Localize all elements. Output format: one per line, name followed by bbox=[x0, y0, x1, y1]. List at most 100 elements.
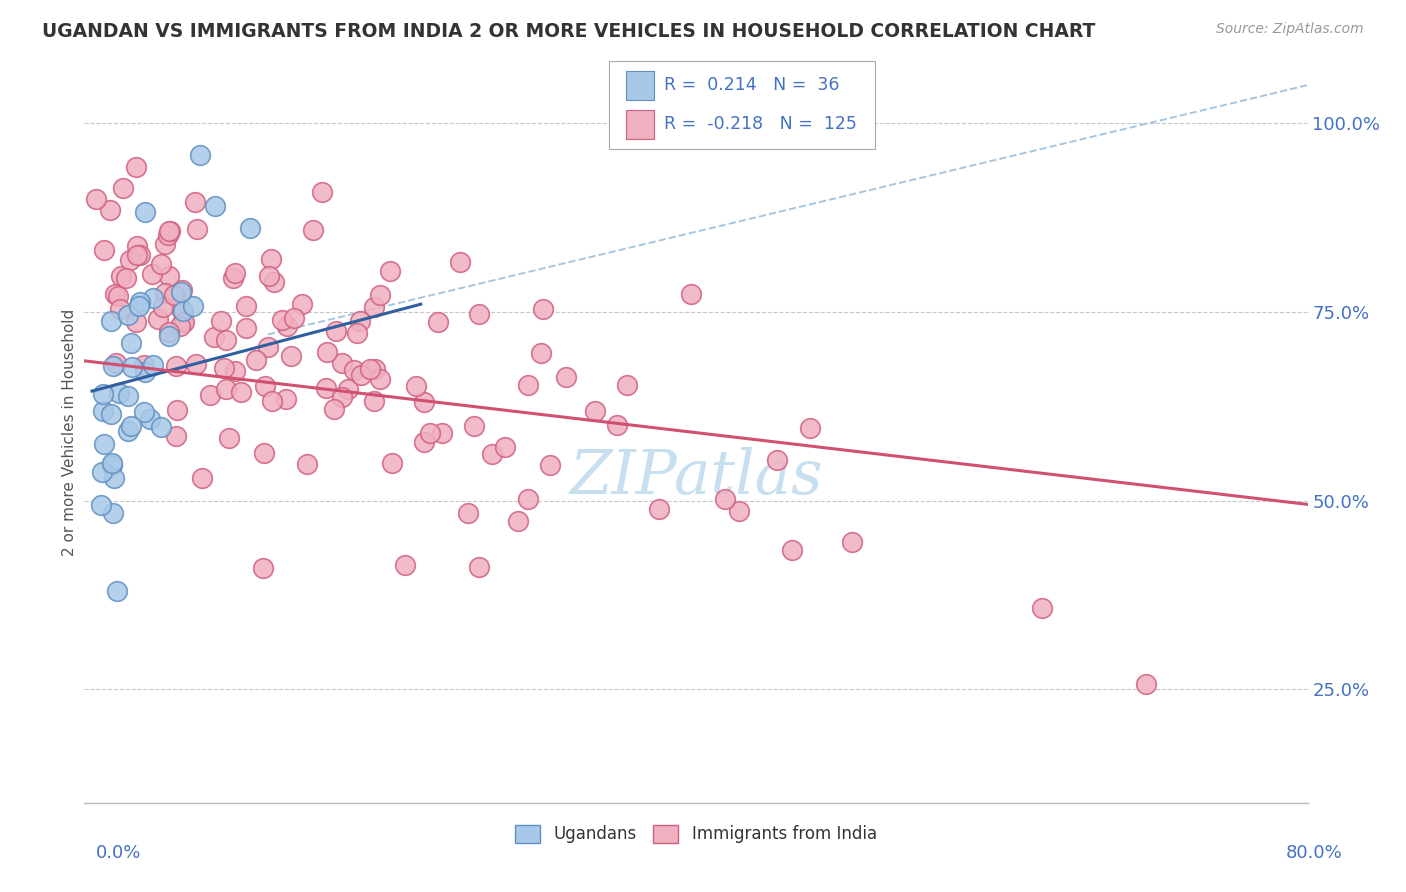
Point bbox=[263, 275, 285, 289]
Point bbox=[457, 506, 479, 520]
Point bbox=[153, 236, 176, 251]
Point bbox=[349, 368, 371, 382]
Point bbox=[1135, 676, 1157, 690]
Point bbox=[121, 419, 143, 434]
Point bbox=[186, 357, 208, 371]
Point bbox=[330, 356, 353, 370]
Point bbox=[714, 491, 737, 506]
Point bbox=[274, 392, 297, 407]
Point bbox=[165, 359, 187, 373]
Point bbox=[215, 333, 238, 347]
Text: Source: ZipAtlas.com: Source: ZipAtlas.com bbox=[1216, 22, 1364, 37]
Point bbox=[346, 326, 368, 341]
Point bbox=[224, 364, 246, 378]
Point bbox=[108, 301, 131, 316]
Point bbox=[142, 358, 165, 372]
Point bbox=[245, 353, 267, 368]
Point bbox=[157, 227, 180, 242]
Point bbox=[166, 403, 188, 417]
Point bbox=[173, 315, 195, 329]
Point bbox=[125, 239, 148, 253]
Point bbox=[538, 458, 561, 472]
Point bbox=[110, 268, 132, 283]
Point bbox=[149, 257, 172, 271]
Point bbox=[101, 359, 124, 374]
Point bbox=[188, 148, 211, 162]
Point bbox=[368, 372, 391, 386]
Point bbox=[554, 370, 576, 384]
Point bbox=[381, 456, 404, 470]
Point bbox=[583, 404, 606, 418]
Point bbox=[315, 381, 337, 395]
Point bbox=[142, 291, 165, 305]
Point bbox=[368, 288, 391, 302]
Point bbox=[172, 313, 194, 327]
Point bbox=[359, 362, 381, 376]
Point bbox=[100, 458, 122, 472]
Point bbox=[100, 314, 122, 328]
Point bbox=[125, 248, 148, 262]
Point bbox=[104, 356, 127, 370]
Point bbox=[146, 312, 169, 326]
Point bbox=[302, 223, 325, 237]
Point bbox=[426, 315, 449, 329]
Point bbox=[235, 299, 257, 313]
Point bbox=[212, 360, 235, 375]
Point bbox=[325, 324, 347, 338]
Point bbox=[283, 311, 305, 326]
Point bbox=[270, 313, 292, 327]
Point bbox=[103, 470, 125, 484]
Text: 80.0%: 80.0% bbox=[1286, 844, 1343, 862]
Text: ZIPatlas: ZIPatlas bbox=[569, 447, 823, 507]
Point bbox=[262, 394, 284, 409]
Point bbox=[111, 180, 134, 194]
Point bbox=[198, 387, 221, 401]
Point bbox=[616, 378, 638, 392]
Point bbox=[766, 453, 789, 467]
Point bbox=[231, 384, 253, 399]
Point bbox=[84, 192, 107, 206]
Point bbox=[224, 266, 246, 280]
Text: R =  -0.218   N =  125: R = -0.218 N = 125 bbox=[664, 115, 856, 133]
Point bbox=[155, 285, 177, 300]
Point bbox=[291, 297, 314, 311]
Point bbox=[432, 425, 454, 440]
Point bbox=[98, 202, 121, 217]
Point bbox=[100, 407, 122, 421]
Point bbox=[108, 386, 131, 401]
Point bbox=[128, 295, 150, 310]
Point bbox=[125, 160, 148, 174]
Point bbox=[159, 224, 181, 238]
Point bbox=[152, 300, 174, 314]
Point bbox=[129, 248, 152, 262]
Point bbox=[727, 504, 749, 518]
Point bbox=[91, 387, 114, 401]
Point bbox=[117, 309, 139, 323]
Point bbox=[93, 437, 115, 451]
Point bbox=[107, 288, 129, 302]
Point bbox=[1031, 601, 1053, 615]
Point bbox=[363, 300, 385, 314]
Point bbox=[378, 264, 401, 278]
Point bbox=[101, 506, 124, 520]
Y-axis label: 2 or more Vehicles in Household: 2 or more Vehicles in Household bbox=[62, 309, 77, 557]
Point bbox=[90, 499, 112, 513]
Point bbox=[204, 199, 226, 213]
Point bbox=[170, 302, 193, 317]
Point bbox=[170, 285, 193, 299]
Point bbox=[648, 501, 671, 516]
Point bbox=[276, 319, 298, 334]
Point bbox=[134, 204, 156, 219]
Point bbox=[141, 268, 163, 282]
Text: UGANDAN VS IMMIGRANTS FROM INDIA 2 OR MORE VEHICLES IN HOUSEHOLD CORRELATION CHA: UGANDAN VS IMMIGRANTS FROM INDIA 2 OR MO… bbox=[42, 22, 1095, 41]
Point bbox=[159, 325, 181, 339]
Point bbox=[215, 382, 238, 396]
Point bbox=[235, 321, 257, 335]
Point bbox=[419, 425, 441, 440]
Point bbox=[218, 431, 240, 445]
Point bbox=[449, 255, 471, 269]
Point bbox=[606, 417, 628, 432]
Point bbox=[121, 359, 143, 374]
Point bbox=[295, 457, 318, 471]
Point bbox=[412, 395, 434, 409]
